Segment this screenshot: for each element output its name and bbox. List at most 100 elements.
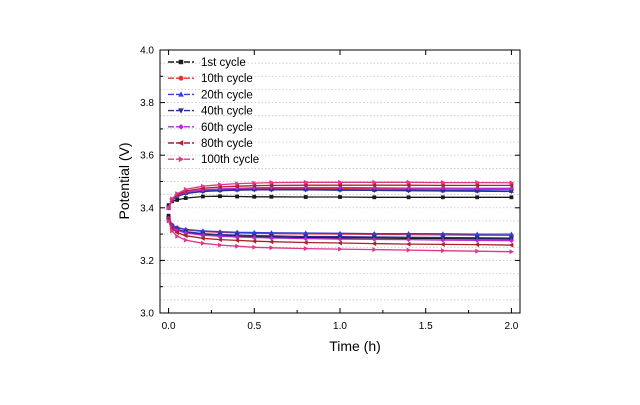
y-tick-label: 3.2 <box>140 256 154 267</box>
data-point <box>303 236 309 241</box>
data-point <box>509 249 515 255</box>
data-point <box>170 228 175 234</box>
data-point <box>372 195 377 200</box>
data-point <box>165 215 171 221</box>
data-point <box>303 182 308 188</box>
series-line <box>167 184 512 209</box>
data-point <box>200 183 206 189</box>
data-point <box>269 245 275 251</box>
data-point <box>475 248 480 254</box>
data-point <box>303 240 308 246</box>
data-point <box>178 75 184 81</box>
data-point <box>251 235 257 240</box>
legend-label: 80th cycle <box>201 138 253 150</box>
data-point <box>175 191 180 197</box>
series-2 <box>166 186 514 238</box>
data-point <box>234 237 240 243</box>
x-axis-label: Time (h) <box>329 338 381 354</box>
data-point <box>509 180 515 186</box>
legend-item: 80th cycle <box>168 138 253 150</box>
legend-item: 1st cycle <box>168 57 246 69</box>
data-point <box>200 235 205 241</box>
data-point <box>166 205 172 211</box>
data-point <box>338 179 343 185</box>
y-tick-label: 3.4 <box>140 203 154 214</box>
data-point <box>175 233 180 239</box>
legend-label: 1st cycle <box>201 57 246 69</box>
data-point <box>251 238 257 244</box>
y-tick-label: 3.8 <box>140 98 154 109</box>
data-point <box>234 183 240 189</box>
series-line <box>168 218 512 235</box>
data-point <box>509 185 514 191</box>
data-point <box>337 182 342 188</box>
series-line <box>167 220 512 253</box>
data-point <box>474 182 480 188</box>
data-point <box>303 195 308 199</box>
data-point <box>337 240 342 246</box>
data-point <box>268 182 274 188</box>
axis-layer: 3.0 3.2 3.4 3.6 3.8 4.0 0.0 0.5 1.0 1.5 2.0 <box>140 46 520 332</box>
data-point <box>252 194 257 199</box>
series-6 <box>165 182 514 248</box>
data-point <box>183 237 189 243</box>
data-point <box>200 240 206 246</box>
series-line <box>168 218 512 239</box>
data-point <box>183 196 188 200</box>
x-tick-label: 0.5 <box>247 321 261 332</box>
data-point <box>269 235 274 241</box>
y-tick-label: 3.6 <box>140 151 154 162</box>
data-point <box>474 235 480 241</box>
data-point <box>177 140 184 146</box>
data-point <box>174 230 180 236</box>
x-tick-label: 1.5 <box>419 321 433 332</box>
data-point <box>218 182 223 188</box>
data-point <box>235 243 240 249</box>
data-point <box>474 242 480 248</box>
data-point <box>178 156 185 163</box>
series-line <box>168 195 512 206</box>
data-point <box>406 179 412 185</box>
data-point <box>183 186 189 192</box>
data-point <box>337 236 343 242</box>
data-point <box>235 181 240 187</box>
series-7 <box>166 179 515 255</box>
data-point <box>217 237 222 243</box>
data-point <box>183 233 188 239</box>
x-tick-label: 2.0 <box>504 321 518 332</box>
data-point <box>440 248 446 254</box>
series-layer <box>165 179 515 255</box>
legend-item: 100th cycle <box>168 154 259 166</box>
data-point <box>509 195 514 200</box>
legend-label: 100th cycle <box>201 154 259 166</box>
y-tick-label: 3.0 <box>140 309 154 320</box>
legend-item: 40th cycle <box>168 106 253 118</box>
x-tick-label: 1.0 <box>333 321 347 332</box>
data-point <box>440 241 445 247</box>
data-point <box>178 123 184 130</box>
data-point <box>509 238 514 244</box>
data-point <box>440 180 446 186</box>
data-point <box>269 180 275 186</box>
data-point <box>371 241 377 247</box>
series-line <box>168 186 512 209</box>
data-point <box>371 182 377 188</box>
data-point <box>178 91 184 97</box>
data-point <box>303 179 309 185</box>
y-axis-label: Potential (V) <box>116 142 132 219</box>
legend-item: 60th cycle <box>168 122 253 134</box>
data-point <box>474 237 480 243</box>
data-point <box>440 231 446 236</box>
legend-label: 20th cycle <box>201 89 253 101</box>
data-point <box>251 183 257 189</box>
data-point <box>440 182 445 188</box>
data-point <box>406 247 412 253</box>
legend-item: 20th cycle <box>168 89 253 101</box>
data-point <box>372 247 377 253</box>
data-point <box>218 242 223 248</box>
legend-label: 10th cycle <box>201 73 253 85</box>
data-point <box>475 195 480 200</box>
data-point <box>508 242 514 248</box>
